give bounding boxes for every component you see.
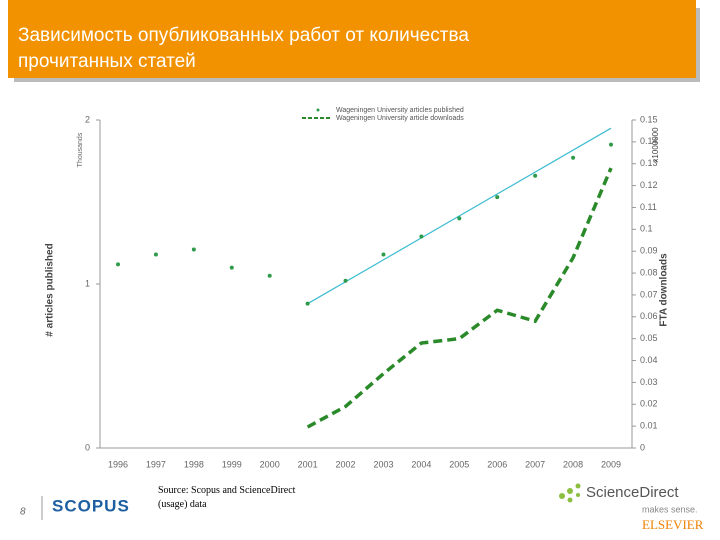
dot xyxy=(609,142,613,147)
x-tick-label: 2002 xyxy=(336,459,356,469)
y-tick-label: 1 xyxy=(85,278,90,288)
x-tick-label: 1996 xyxy=(108,459,128,469)
brand: ScienceDirect xyxy=(586,484,679,501)
title: Зависимость опубликованных работ от коли… xyxy=(18,25,469,46)
y-label: # articles published xyxy=(45,243,56,336)
tagline: makes sense. xyxy=(642,504,698,514)
y2-tick-label: 0 xyxy=(640,442,645,452)
x-tick-label: 2006 xyxy=(487,459,507,469)
dot xyxy=(381,252,386,257)
dot xyxy=(267,273,272,278)
x-tick-label: 1997 xyxy=(146,459,166,469)
dot xyxy=(191,247,196,252)
page-number: 8 xyxy=(20,507,26,518)
y2-tick-label: 0.11 xyxy=(640,202,657,212)
sd-icon xyxy=(559,483,581,503)
dot xyxy=(343,278,348,283)
source: Source: Scopus and ScienceDirect (usage)… xyxy=(158,485,296,510)
dot xyxy=(229,265,234,270)
publisher: ELSEVIER xyxy=(642,517,704,532)
y2-tick-label: 0.13 xyxy=(640,158,658,168)
y2-tick-label: 0.03 xyxy=(640,377,658,387)
y2-tick-label: 0.09 xyxy=(640,246,658,256)
dot xyxy=(533,173,538,178)
y2-tick-label: 0.02 xyxy=(640,399,658,409)
x-tick-label: 1998 xyxy=(184,459,204,469)
source-box: Source: Scopus and ScienceDirect (usage)… xyxy=(158,485,296,510)
title: прочитанных статей xyxy=(18,51,196,72)
dot xyxy=(305,301,310,306)
x-tick-label: 2005 xyxy=(449,459,469,469)
x-tick-label: 2007 xyxy=(525,459,545,469)
scopus-logo: SCOPUS xyxy=(52,496,130,515)
dot xyxy=(495,195,500,200)
y2-tick-label: 0.15 xyxy=(640,114,658,124)
series-line xyxy=(306,167,613,429)
dot xyxy=(571,155,576,160)
y-tick-label: 0 xyxy=(85,442,90,452)
y-tick-label: 2 xyxy=(85,114,90,124)
x-tick-label: 2000 xyxy=(260,459,280,469)
x-tick-label: 2004 xyxy=(411,459,431,469)
dot xyxy=(153,252,158,257)
y2-tick-label: 0.07 xyxy=(640,289,658,299)
trendline xyxy=(307,127,612,305)
x-tick-label: 2008 xyxy=(563,459,583,469)
y2-tick-label: 0.08 xyxy=(640,267,658,277)
x-tick-label: 2001 xyxy=(298,459,318,469)
y2-label: FTA downloads xyxy=(659,253,670,327)
legend-marker xyxy=(316,108,320,112)
y2-tick-label: 0.12 xyxy=(640,180,658,190)
y2-tick-label: 0.01 xyxy=(640,421,658,431)
y2-tick-label: 0.05 xyxy=(640,333,658,343)
y2-tick-label: 0.14 xyxy=(640,136,658,146)
x-tick-label: 2009 xyxy=(601,459,621,469)
dot xyxy=(419,234,424,239)
y2-tick-label: 0.06 xyxy=(640,311,658,321)
x-tick-label: 1999 xyxy=(222,459,242,469)
dot xyxy=(116,262,120,267)
y-unit: Thousands xyxy=(77,132,84,167)
legend-label: Wageningen University articles published xyxy=(336,107,464,114)
title-bar xyxy=(8,0,696,78)
y2-unit: x1000000 xyxy=(651,127,660,163)
dot xyxy=(457,216,462,221)
y2-tick-label: 0.04 xyxy=(640,355,658,365)
y2-tick-label: 0.1 xyxy=(640,224,653,234)
legend-label: Wageningen University article downloads xyxy=(336,115,464,122)
x-tick-label: 2003 xyxy=(373,459,393,469)
